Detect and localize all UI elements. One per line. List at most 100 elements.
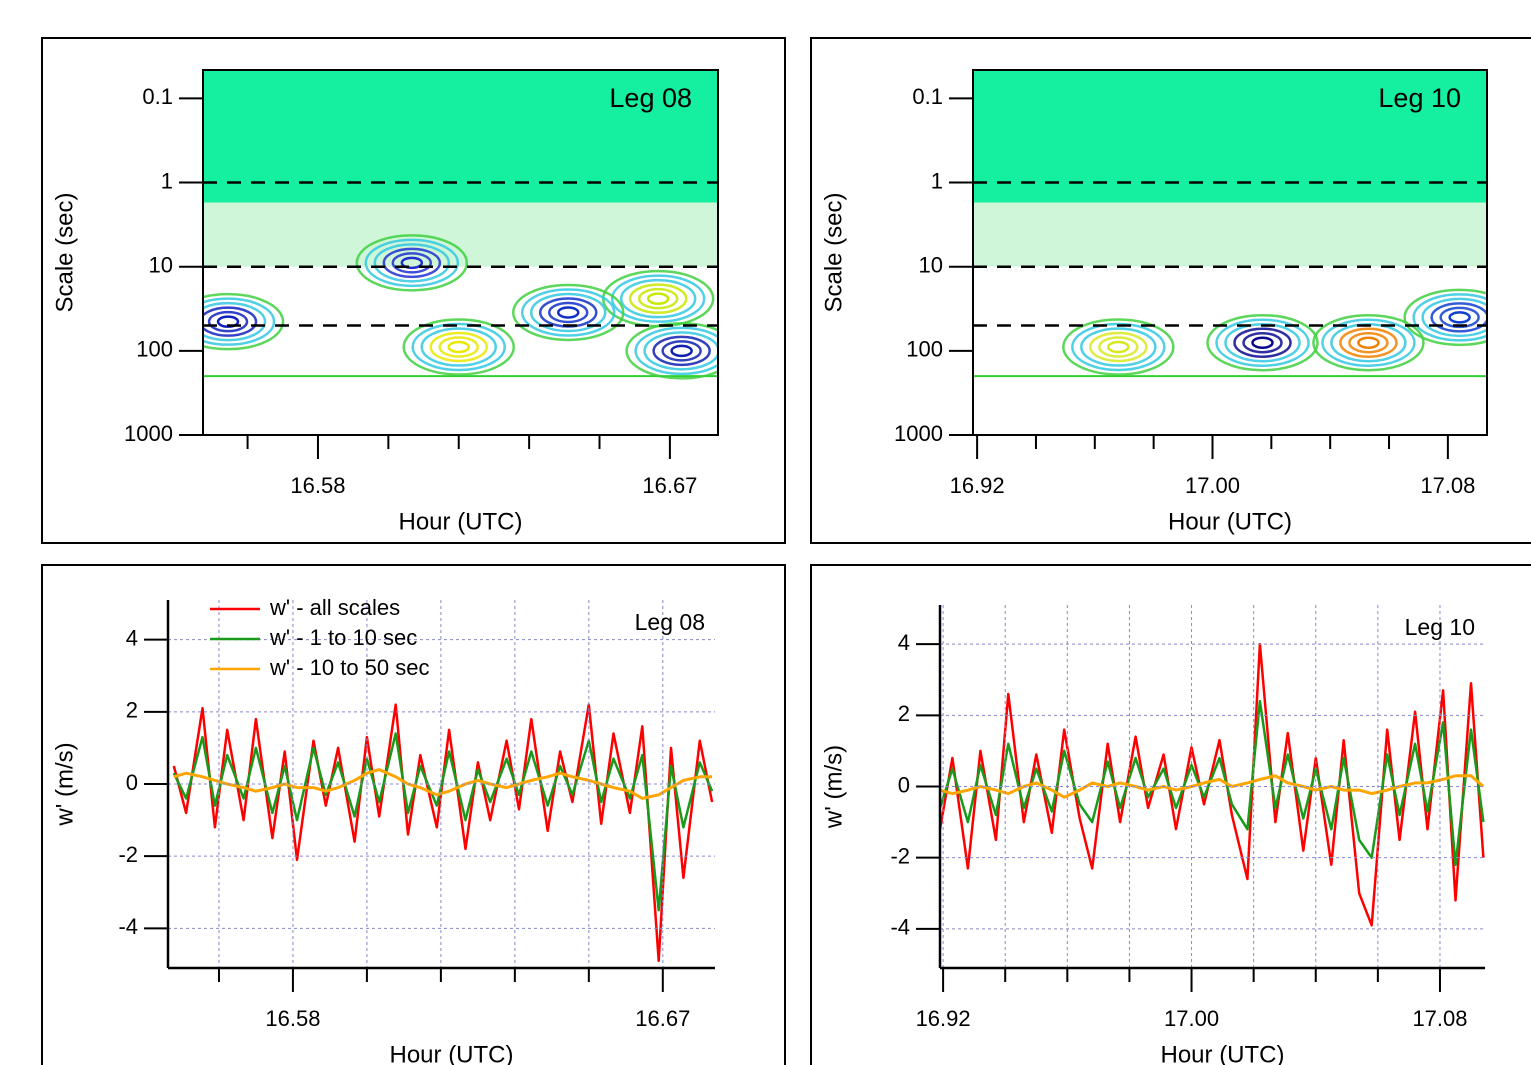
series-line: [940, 774, 1485, 799]
panel-annotation: Leg 08: [609, 83, 692, 113]
x-axis-title: Hour (UTC): [1161, 1041, 1285, 1065]
x-axis-title: Hour (UTC): [399, 508, 523, 535]
x-tick-label: 17.00: [1164, 1006, 1219, 1031]
y-tick-label: 1000: [894, 421, 943, 446]
contour-ring: [1403, 288, 1487, 347]
y-tick-label: 0.1: [912, 84, 943, 109]
y-tick-label: 1000: [124, 421, 173, 446]
y-tick-label: 2: [898, 701, 910, 726]
contour-ring: [529, 292, 607, 333]
x-tick-label: 16.58: [290, 473, 345, 498]
series-line: [172, 732, 714, 912]
contour-ring: [207, 310, 249, 333]
legend-label: w' - 10 to 50 sec: [269, 655, 430, 680]
contour-ring: [1330, 322, 1407, 363]
contour-ring: [447, 340, 470, 354]
contour-ring: [1215, 318, 1310, 367]
contour-ring: [547, 301, 589, 324]
contour-ring: [1348, 331, 1389, 354]
x-tick-label: 17.00: [1185, 473, 1240, 498]
low-scale-field: [973, 70, 1487, 203]
x-tick-label: 16.67: [635, 1006, 690, 1031]
contour-ring: [646, 292, 670, 305]
y-tick-label: 100: [906, 337, 943, 362]
contour-ring: [1448, 311, 1471, 324]
contour-ring: [438, 336, 479, 358]
plot-border: [202, 69, 719, 436]
contour-ring: [1430, 302, 1487, 333]
contour-ring: [1339, 327, 1398, 358]
panel-frame: [810, 564, 1531, 1065]
x-tick-label: 16.67: [642, 473, 697, 498]
contour-ring: [1439, 306, 1480, 329]
contour-ring: [391, 252, 433, 274]
low-scale-field: [203, 70, 718, 203]
contour-ring: [355, 234, 469, 292]
contour-ring: [1098, 336, 1139, 358]
y-tick-label: -2: [890, 843, 910, 868]
plot-border: [972, 69, 1488, 436]
panel-frame: [41, 37, 786, 544]
series-line: [172, 703, 714, 963]
contour-ring: [203, 292, 285, 351]
contour-ring: [634, 326, 718, 376]
y-axis-title: w' (m/s): [820, 745, 847, 829]
contour-ring: [1224, 322, 1301, 363]
panel-annotation: Leg 10: [1378, 83, 1461, 113]
y-tick-label: 1: [931, 168, 943, 193]
y-axis-title: w' (m/s): [51, 742, 78, 826]
contour-ring: [203, 306, 258, 337]
contour-ring: [373, 243, 451, 283]
contour-ring: [203, 297, 276, 346]
contour-ring: [1233, 327, 1292, 358]
contour-ring: [652, 335, 711, 367]
y-tick-label: -4: [890, 915, 910, 940]
contour-ring: [1107, 340, 1130, 354]
contour-ring: [1421, 297, 1487, 338]
y-tick-label: 4: [126, 625, 138, 650]
plot-area: [973, 70, 1487, 378]
contour-ring: [1321, 318, 1416, 367]
y-tick-label: -2: [118, 842, 138, 867]
legend-label: w' - all scales: [269, 595, 400, 620]
contour-ring: [637, 287, 679, 310]
x-axis-title: Hour (UTC): [390, 1041, 514, 1065]
contour-ring: [520, 288, 616, 337]
contour-ring: [643, 331, 718, 371]
y-tick-label: 0: [126, 770, 138, 795]
contour-ring: [1357, 336, 1380, 349]
contour-ring: [203, 301, 267, 342]
contour-ring: [610, 274, 706, 323]
contour-ring: [661, 340, 702, 362]
contour-ring: [400, 256, 424, 270]
legend-label: w' - 1 to 10 sec: [269, 625, 417, 650]
mid-scale-field: [203, 202, 718, 267]
y-tick-label: 2: [126, 698, 138, 723]
contour-ring: [670, 344, 693, 358]
y-tick-label: 10: [149, 253, 173, 278]
contour-ring: [1206, 313, 1319, 372]
contour-ring: [1062, 318, 1175, 376]
y-tick-label: 0.1: [142, 84, 173, 109]
contour-ring: [382, 247, 442, 279]
x-tick-label: 16.92: [950, 473, 1005, 498]
contour-ring: [1071, 322, 1166, 372]
contour-ring: [1312, 313, 1425, 372]
plot-area: [940, 642, 1485, 927]
contour-ring: [411, 322, 506, 372]
y-tick-label: 100: [136, 337, 173, 362]
panel-annotation: Leg 10: [1405, 614, 1475, 640]
contour-ring: [628, 283, 688, 314]
plot-area: [203, 70, 718, 380]
contour-ring: [1251, 336, 1274, 349]
x-tick-label: 17.08: [1412, 1006, 1467, 1031]
x-tick-label: 16.92: [916, 1006, 971, 1031]
contour-ring: [511, 283, 625, 342]
y-tick-label: -4: [118, 914, 138, 939]
plot-area: [172, 703, 714, 963]
y-tick-label: 10: [919, 253, 943, 278]
contour-ring: [1242, 331, 1283, 354]
contour-ring: [402, 318, 515, 376]
